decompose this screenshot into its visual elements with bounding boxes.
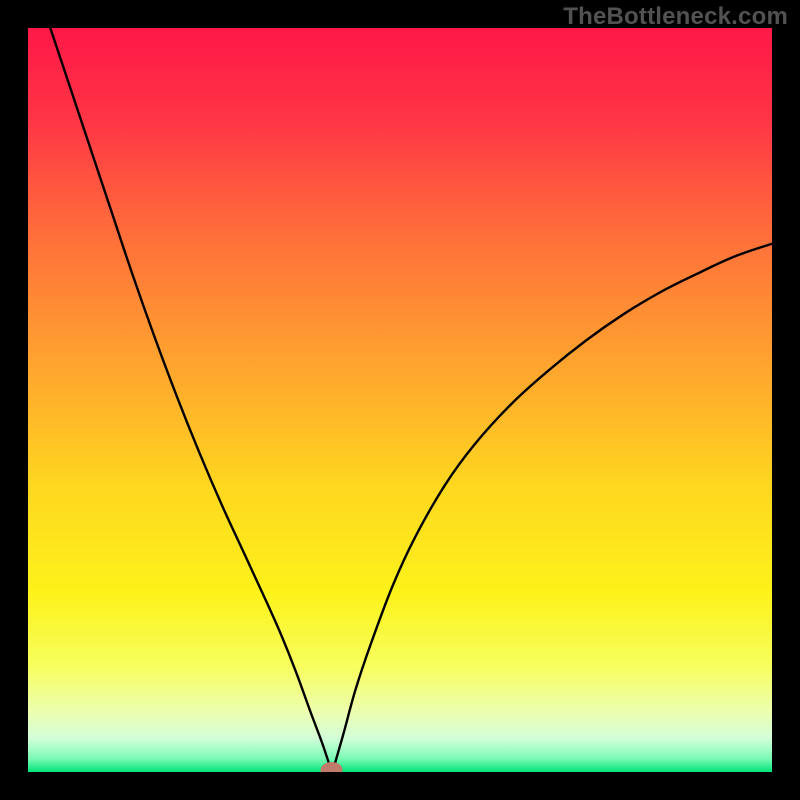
bottleneck-curve-chart (0, 0, 800, 800)
frame-border (0, 772, 800, 800)
chart-stage: TheBottleneck.com (0, 0, 800, 800)
watermark-text: TheBottleneck.com (563, 3, 788, 31)
frame-border (0, 0, 28, 800)
gradient-background (28, 28, 772, 772)
frame-border (772, 0, 800, 800)
